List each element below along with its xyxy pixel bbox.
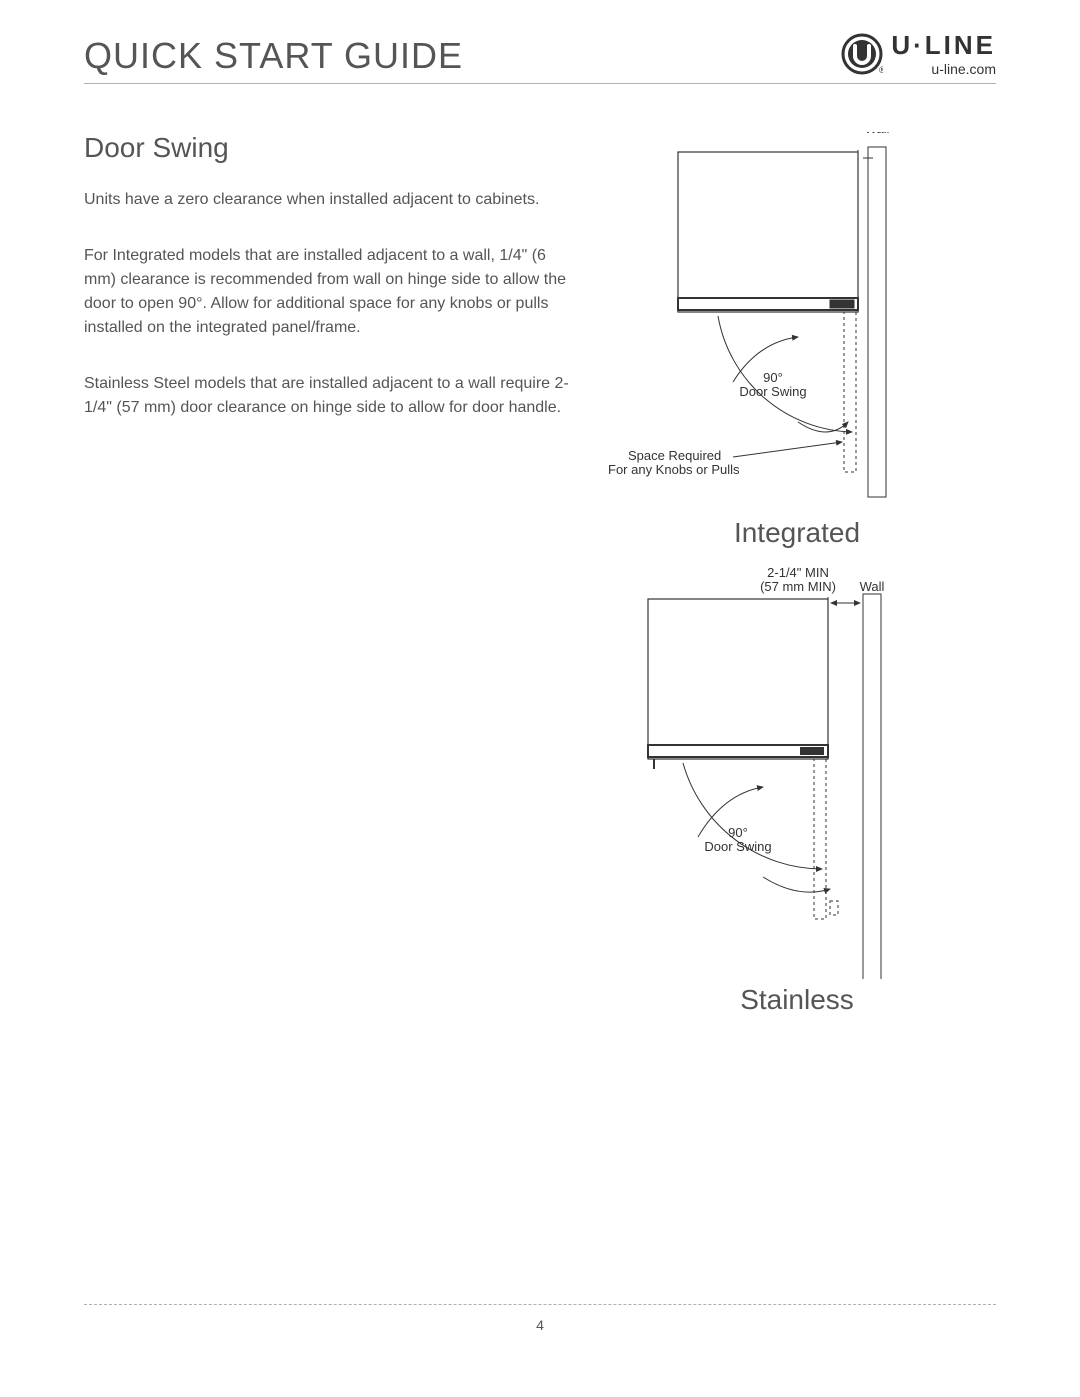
- svg-text:2-1/4" MIN: 2-1/4" MIN: [767, 565, 829, 580]
- brand-logo-icon: ®: [841, 33, 883, 75]
- svg-text:90°: 90°: [728, 825, 748, 840]
- brand-name: U·LINE: [891, 30, 996, 61]
- svg-text:Door Swing: Door Swing: [739, 384, 806, 399]
- integrated-label: Integrated: [598, 517, 996, 549]
- paragraph-1: Units have a zero clearance when install…: [84, 188, 574, 212]
- stainless-diagram: 2-1/4" MIN(57 mm MIN) Wall 90°Door Swing: [598, 559, 918, 979]
- brand-block: ® U·LINE u-line.com: [841, 30, 996, 77]
- svg-text:Wall: Wall: [860, 579, 885, 594]
- integrated-diagram: Wall1/4" (6 mm)90°Door SwingSpace Requir…: [598, 132, 918, 512]
- text-column: Door Swing Units have a zero clearance w…: [84, 132, 574, 1016]
- brand-url: u-line.com: [891, 61, 996, 77]
- svg-text:For any Knobs or Pulls: For any Knobs or Pulls: [608, 462, 740, 477]
- svg-text:Wall: Wall: [865, 132, 890, 136]
- page-number: 4: [536, 1317, 544, 1333]
- page-header: QUICK START GUIDE ® U·LINE u-line.com: [84, 30, 996, 84]
- svg-text:Space Required: Space Required: [628, 448, 721, 463]
- paragraph-3: Stainless Steel models that are installe…: [84, 372, 574, 420]
- svg-text:Door Swing: Door Swing: [704, 839, 771, 854]
- document-title: QUICK START GUIDE: [84, 35, 463, 77]
- diagram-column: Wall1/4" (6 mm)90°Door SwingSpace Requir…: [598, 132, 996, 1016]
- page-footer: 4: [84, 1304, 996, 1333]
- svg-text:®: ®: [879, 65, 883, 75]
- svg-text:(57 mm MIN): (57 mm MIN): [760, 579, 836, 594]
- stainless-label: Stainless: [598, 984, 996, 1016]
- paragraph-2: For Integrated models that are installed…: [84, 244, 574, 340]
- section-title: Door Swing: [84, 132, 574, 164]
- svg-text:90°: 90°: [763, 370, 783, 385]
